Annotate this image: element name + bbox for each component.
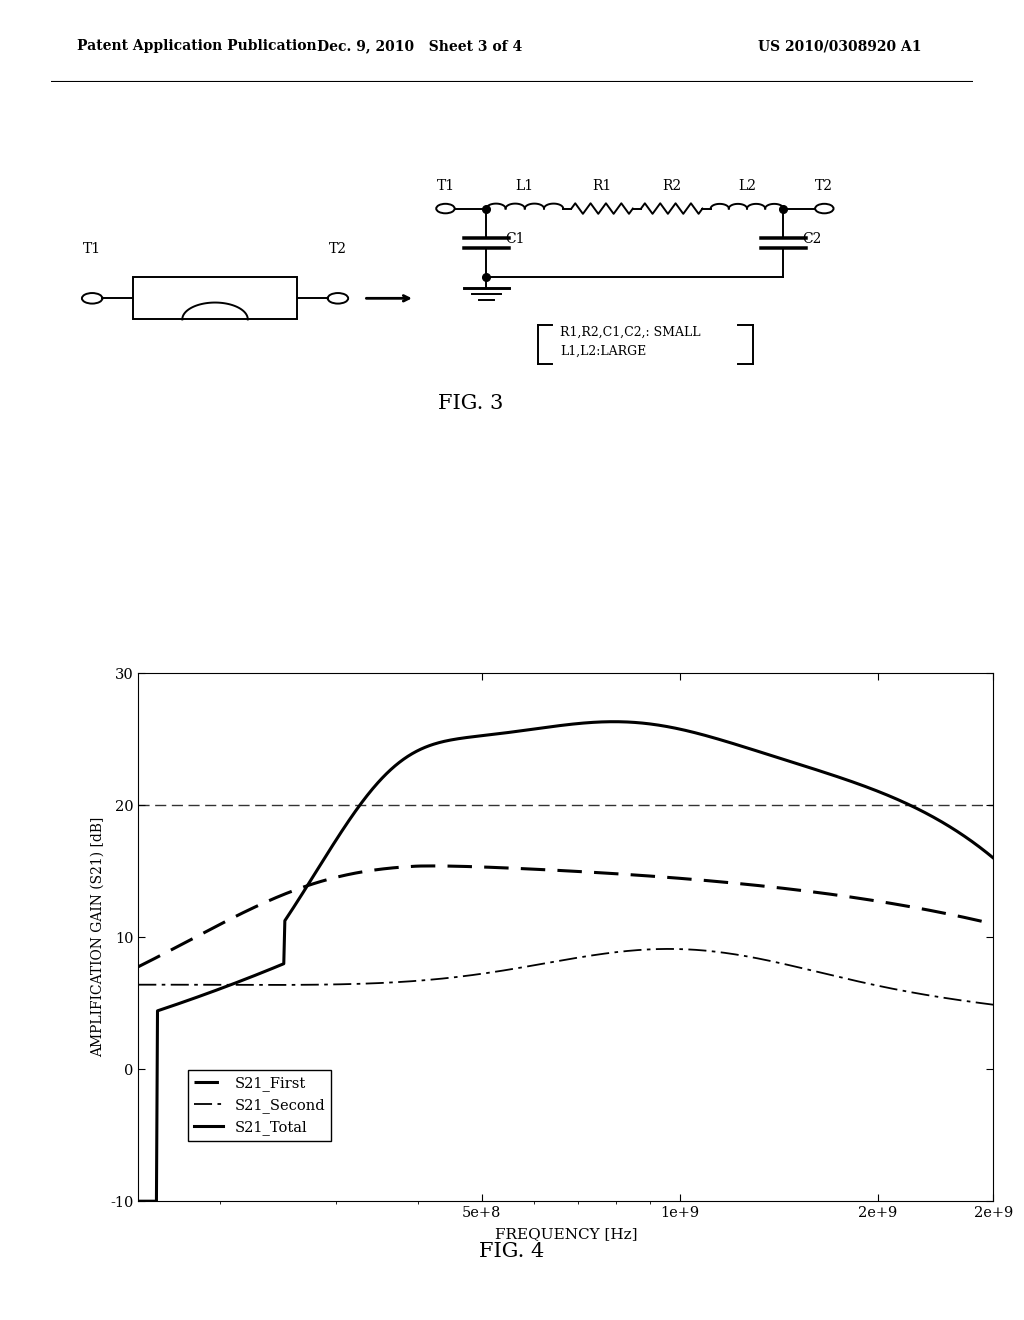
S21_Total	[607, 714, 620, 730]
S21_Total	[987, 850, 999, 866]
Text: C2: C2	[802, 232, 821, 246]
Text: C1: C1	[505, 232, 524, 246]
Text: Dec. 9, 2010   Sheet 3 of 4: Dec. 9, 2010 Sheet 3 of 4	[317, 40, 522, 53]
Text: R2: R2	[663, 180, 681, 193]
Y-axis label: AMPLIFICATION GAIN (S21) [dB]: AMPLIFICATION GAIN (S21) [dB]	[90, 817, 104, 1057]
S21_Total	[652, 717, 665, 733]
S21_Total	[132, 1193, 144, 1209]
Text: R1,R2,C1,C2,: SMALL: R1,R2,C1,C2,: SMALL	[560, 325, 700, 338]
S21_First	[678, 871, 690, 887]
Text: US 2010/0308920 A1: US 2010/0308920 A1	[758, 40, 922, 53]
S21_Second	[132, 977, 144, 993]
Line: S21_First: S21_First	[138, 866, 993, 966]
Text: Patent Application Publication: Patent Application Publication	[77, 40, 316, 53]
X-axis label: FREQUENCY [Hz]: FREQUENCY [Hz]	[495, 1228, 637, 1241]
Line: S21_Total: S21_Total	[138, 722, 993, 1201]
S21_Second	[987, 997, 999, 1012]
Text: L2: L2	[738, 180, 756, 193]
S21_Total	[781, 752, 794, 768]
S21_Second	[781, 957, 794, 973]
S21_First	[630, 867, 642, 883]
S21_Second	[184, 977, 197, 993]
S21_Second	[678, 941, 690, 957]
S21_First	[987, 916, 999, 932]
Legend: S21_First, S21_Second, S21_Total: S21_First, S21_Second, S21_Total	[188, 1071, 332, 1140]
Text: T2: T2	[815, 180, 834, 193]
Text: L1: L1	[516, 180, 534, 193]
S21_First	[132, 958, 144, 974]
Text: T1: T1	[83, 243, 101, 256]
S21_First	[184, 932, 197, 948]
S21_Total	[630, 714, 642, 730]
Line: S21_Second: S21_Second	[138, 949, 993, 1005]
S21_Total	[869, 783, 882, 799]
S21_Total	[678, 722, 690, 738]
S21_First	[652, 869, 665, 884]
S21_Second	[629, 942, 641, 958]
S21_Second	[869, 977, 882, 993]
Text: FIG. 3: FIG. 3	[438, 395, 504, 413]
S21_Second	[663, 941, 675, 957]
Bar	[133, 277, 297, 319]
Text: FIG. 4: FIG. 4	[479, 1242, 545, 1261]
Text: T1: T1	[436, 180, 455, 193]
S21_First	[426, 858, 438, 874]
Text: L1,L2:LARGE: L1,L2:LARGE	[560, 345, 646, 358]
Text: R1: R1	[593, 180, 611, 193]
S21_Second	[651, 941, 664, 957]
S21_First	[781, 880, 794, 896]
S21_First	[869, 892, 882, 908]
Text: T2: T2	[329, 243, 347, 256]
S21_Total	[184, 991, 197, 1007]
